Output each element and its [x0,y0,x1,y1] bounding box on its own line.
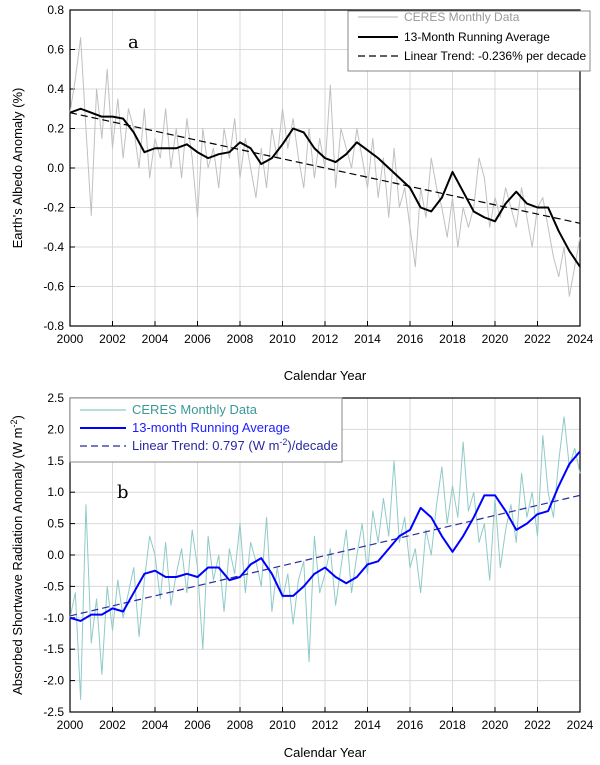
x-tick-label: 2012 [312,332,339,346]
x-tick-label: 2024 [567,718,594,732]
x-tick-label: 2012 [312,718,339,732]
y-tick-label: 0.0 [47,548,64,562]
y-tick-label: 0.0 [47,161,64,175]
y-tick-label: -0.5 [43,579,64,593]
x-tick-label: 2008 [227,332,254,346]
x-tick-label: 2000 [57,332,84,346]
x-tick-label: 2018 [439,332,466,346]
x-tick-label: 2004 [142,718,169,732]
y-tick-label: 1.5 [47,454,64,468]
legend-box [347,10,591,72]
y-tick-label: -2.5 [43,705,64,719]
x-tick-label: 2000 [57,718,84,732]
y-tick-label: 1.0 [47,485,64,499]
legend-label: Linear Trend: -0.236% per decade [404,49,586,63]
x-tick-label: 2022 [524,718,551,732]
y-tick-label: -1.0 [43,611,64,625]
y-tick-label: 0.4 [47,82,64,96]
legend: CERES Monthly Data 13-Month Running Avera… [347,10,591,72]
monthly-data-line [69,416,581,700]
x-tick-label: 2018 [439,718,466,732]
y-tick-label: -0.4 [43,240,64,254]
y-tick-label: 0.5 [47,517,64,531]
panel-a: 2000 2002 2004 2006 2008 2010 2012 2014 2016 2018… [10,3,594,383]
x-tick-label: 2010 [269,332,296,346]
x-tick-label: 2020 [482,718,509,732]
legend-label: Linear Trend: 0.797 (W m-2)/decade [132,437,338,453]
legend-box [69,397,343,463]
x-tick-label: 2002 [99,332,126,346]
y-tick-label: 2.0 [47,422,64,436]
y-tick-label: 0.2 [47,122,64,136]
legend-label: 13-Month Running Average [404,30,550,44]
y-tick-label: 0.8 [47,3,64,17]
x-tick-label: 2010 [269,718,296,732]
x-tick-label: 2022 [524,332,551,346]
y-axis-label: Absorbed Shortwave Radiation Anomaly (W … [9,415,25,695]
legend: CERES Monthly Data 13-month Running Avera… [69,397,343,463]
x-axis-label: Calendar Year [284,745,367,760]
x-tick-label: 2002 [99,718,126,732]
monthly-data-line [69,37,581,297]
y-tick-label: -2.0 [43,674,64,688]
y-tick-label: -0.6 [43,280,64,294]
x-tick-label: 2016 [397,332,424,346]
panel-label: a [128,32,139,53]
panel-label: b [117,482,129,503]
panel-b: 2000 2002 2004 2006 2008 2010 2012 2014 2016 2018… [9,391,594,760]
running-average-line [69,450,581,622]
x-tick-label: 2016 [397,718,424,732]
running-average-line [69,107,581,268]
y-tick-label: 2.5 [47,391,64,405]
x-tick-label: 2020 [482,332,509,346]
x-tick-label: 2008 [227,718,254,732]
x-tick-label: 2006 [184,332,211,346]
y-tick-label: -1.5 [43,642,64,656]
legend-label: CERES Monthly Data [132,402,258,417]
legend-label: CERES Monthly Data [404,10,520,24]
x-axis-label: Calendar Year [284,368,367,383]
x-tick-label: 2024 [567,332,594,346]
x-tick-label: 2014 [354,718,381,732]
y-tick-label: 0.6 [47,43,64,57]
legend-label: 13-month Running Average [132,420,290,435]
linear-trend-line [69,112,581,224]
x-tick-label: 2014 [354,332,381,346]
plot-frame [69,9,581,327]
x-tick-label: 2006 [184,718,211,732]
y-axis-label: Earth's Albedo Anomaly (%) [10,88,25,249]
x-tick-label: 2004 [142,332,169,346]
y-tick-label: -0.2 [43,201,64,215]
y-tick-label: -0.8 [43,319,64,333]
